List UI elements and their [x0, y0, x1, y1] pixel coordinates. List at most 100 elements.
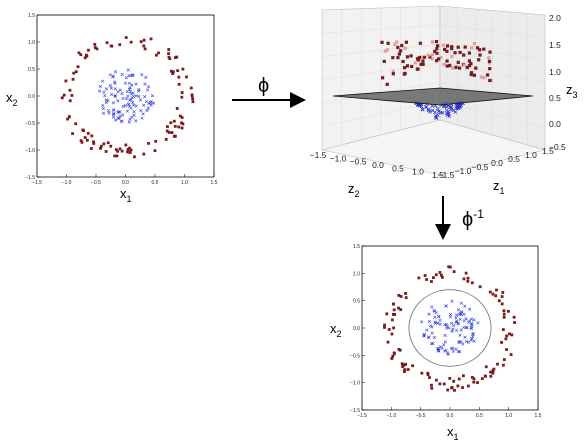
class-a-point: [458, 66, 462, 70]
class-a-point: [488, 290, 492, 294]
class-a-point: [133, 155, 136, 159]
class-b-point: [127, 104, 132, 109]
class-b-point: [100, 79, 105, 83]
class-a-point: [397, 347, 401, 351]
class-a-point: [430, 386, 434, 390]
class-b-point: [467, 307, 472, 311]
class-a-point: [170, 131, 174, 135]
class-a-point: [437, 57, 441, 61]
class-a-point: [480, 377, 484, 380]
class-a-point: [397, 293, 401, 297]
class-a-point: [380, 40, 384, 44]
class-a-point: [435, 378, 438, 382]
class-b-point: [141, 112, 145, 116]
class-a-point: [169, 121, 173, 125]
class-a-point: [93, 42, 97, 46]
x-tick-label: 1.0: [505, 413, 512, 419]
class-a-point: [417, 276, 421, 280]
class-b-point: [131, 103, 136, 107]
class-b-point: [134, 82, 138, 86]
class-a-point: [387, 328, 391, 331]
class-a-point: [180, 95, 184, 99]
z3-axis-label: z3: [566, 82, 578, 100]
class-b-point: [458, 317, 462, 321]
class-a-point: [450, 45, 454, 49]
class-b-point: [448, 315, 453, 319]
class-b-point: [119, 119, 124, 124]
class-a-point: [392, 351, 396, 355]
y-tick-label: 0.5: [353, 299, 360, 305]
class-a-point: [434, 59, 439, 63]
class-a-point: [482, 47, 486, 51]
class-a-point: [472, 380, 476, 384]
class-a-point: [495, 288, 498, 292]
y-tick-label: −1.5: [25, 175, 35, 181]
class-b-point: [125, 89, 129, 94]
class-a-point: [66, 117, 70, 121]
class-b-point: [465, 326, 469, 330]
class-a-point: [419, 62, 423, 66]
class-a-point: [191, 97, 195, 101]
class-b-point: [149, 101, 153, 105]
class-a-point: [171, 72, 175, 76]
class-b-point: [123, 104, 128, 108]
class-a-point: [190, 93, 194, 97]
class-a-point: [139, 40, 143, 44]
z3-tick-label: 0.0: [549, 119, 561, 129]
class-b-point: [121, 104, 125, 109]
z1-tick-label: 1.5: [542, 146, 554, 156]
class-a-point: [93, 46, 97, 49]
z1-tick-label: −0.5: [472, 162, 489, 172]
class-b-point: [456, 322, 460, 326]
class-a-point: [402, 66, 407, 70]
class-b-point: [444, 348, 448, 352]
class-b-point: [451, 108, 456, 113]
class-b-point: [123, 81, 128, 85]
class-a-point: [403, 370, 406, 374]
class-a-point: [402, 72, 406, 76]
x-tick-label: 0.5: [152, 180, 159, 186]
z3-tick-label: 1.5: [549, 40, 561, 50]
class-b-point: [104, 87, 109, 91]
class-b-point: [443, 349, 447, 353]
class-a-point: [472, 42, 477, 46]
class-a-point: [403, 368, 407, 372]
class-b-point: [452, 323, 456, 328]
class-b-point: [448, 312, 453, 317]
class-a-point: [418, 41, 422, 45]
class-a-point: [395, 40, 399, 44]
class-b-point: [472, 339, 476, 343]
class-a-point: [89, 147, 93, 150]
class-a-point: [405, 64, 410, 68]
class-a-point: [428, 55, 432, 59]
class-a-point: [416, 67, 420, 71]
class-b-point: [98, 84, 102, 88]
class-a-point: [456, 60, 460, 64]
class-a-point: [500, 295, 504, 298]
class-a-point: [106, 141, 110, 145]
class-a-point: [494, 294, 498, 298]
class-a-point: [438, 382, 442, 386]
class-a-point: [157, 51, 160, 55]
class-a-point: [124, 143, 128, 147]
z2-tick-label: 1.5: [432, 170, 444, 180]
class-b-point: [427, 335, 431, 340]
z3-tick-label: 2.0: [549, 13, 561, 23]
feature-space-3d-scatter: 2.01.51.00.50.0−0.5 −1.5 −1.0 −0.5 0.0 0.5 1.…: [310, 5, 578, 199]
class-b-point: [419, 104, 424, 109]
class-a-point: [435, 47, 439, 51]
class-b-point: [455, 319, 459, 323]
class-a-point: [502, 309, 506, 313]
class-a-point: [448, 63, 452, 68]
y-axis-label: x2: [6, 90, 18, 108]
class-b-point: [435, 106, 440, 111]
class-b-point: [462, 319, 466, 323]
class-b-point: [427, 312, 431, 316]
class-b-point: [130, 115, 134, 119]
class-a-point: [443, 47, 447, 52]
class-a-point: [109, 144, 113, 148]
class-b-point: [451, 327, 455, 331]
class-a-point: [502, 358, 506, 361]
class-a-point: [477, 48, 482, 52]
